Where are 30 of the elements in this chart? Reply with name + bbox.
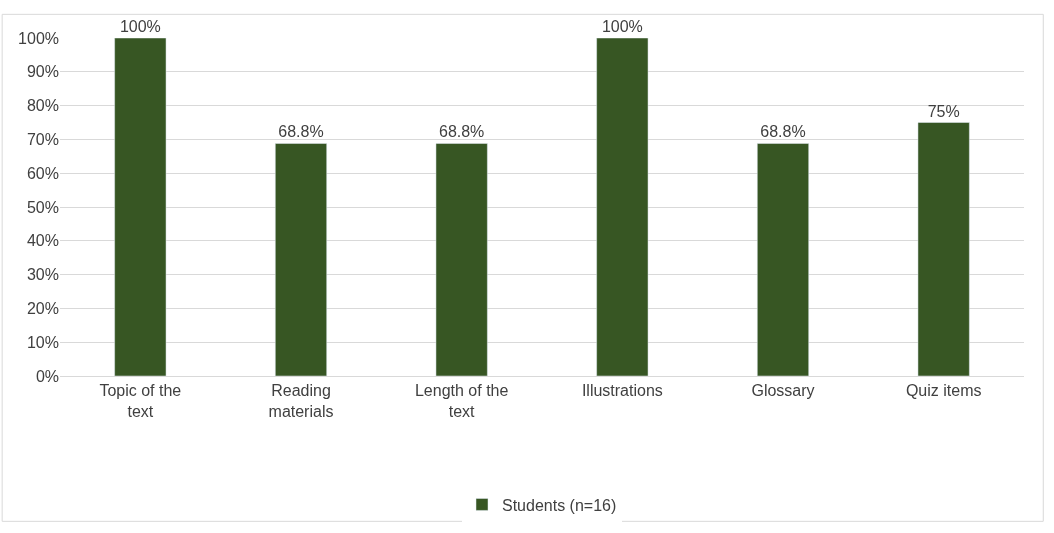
data-label: 68.8% [760, 123, 806, 141]
bar [757, 143, 809, 376]
data-label: 75% [927, 102, 960, 120]
data-label: 68.8% [278, 123, 324, 141]
x-tick-label: Glossary [751, 382, 815, 400]
bar [917, 122, 970, 376]
x-tick-label: Length of the text [414, 382, 509, 420]
data-label: 100% [119, 18, 161, 35]
bar [596, 38, 649, 376]
y-tick-label: 90% [26, 63, 59, 81]
x-tick-label: Illustrations [581, 382, 663, 400]
legend-label: Students (n=16) [502, 496, 617, 514]
y-tick-label: 70% [26, 131, 59, 148]
data-label: 68.8% [438, 123, 485, 141]
y-tick-label: 10% [26, 333, 59, 351]
x-tick-label: Quiz items [905, 382, 982, 400]
data-label: 100% [601, 18, 643, 35]
x-tick-label: Topic of the text [99, 382, 182, 420]
y-tick-label: 20% [26, 300, 59, 317]
y-tick-label: 60% [26, 164, 59, 182]
bar [114, 38, 167, 376]
y-tick-label: 40% [26, 232, 59, 250]
y-tick-label: 30% [26, 266, 59, 284]
y-tick-label: 0% [35, 367, 59, 385]
bar [435, 143, 488, 376]
y-tick-label: 80% [26, 97, 59, 115]
y-tick-label: 50% [26, 198, 59, 216]
y-tick-label: 100% [18, 29, 59, 47]
bar [275, 143, 327, 376]
x-tick-label: Reading materials [268, 382, 334, 420]
